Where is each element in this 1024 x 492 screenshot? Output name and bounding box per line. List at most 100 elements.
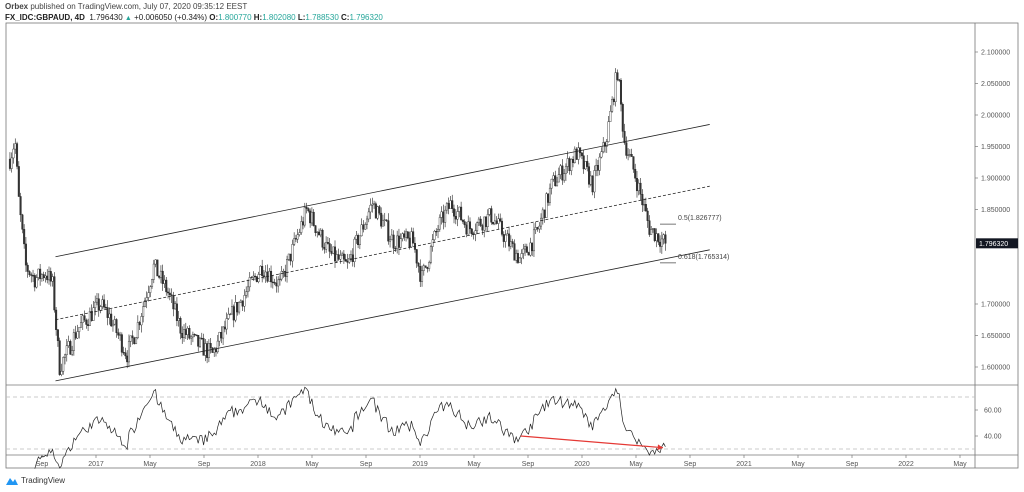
- candle-down: [644, 204, 647, 212]
- candle-down: [481, 225, 484, 231]
- candle-up: [234, 302, 237, 321]
- candle-up: [108, 313, 111, 318]
- candle-down: [165, 279, 168, 293]
- candle-down: [646, 210, 649, 221]
- candle-up: [349, 254, 352, 259]
- candle-up: [532, 229, 535, 252]
- candle-down: [289, 253, 292, 262]
- candle-up: [522, 248, 525, 254]
- candle-down: [568, 158, 571, 171]
- candle-up: [506, 233, 509, 236]
- candle-up: [113, 319, 116, 325]
- candle-up: [300, 221, 303, 233]
- candle-down: [625, 142, 628, 156]
- candle-down: [255, 276, 258, 282]
- candle-up: [296, 234, 299, 240]
- candle-up: [264, 271, 267, 278]
- fib-level-label: 0.618(1.765314): [678, 254, 729, 261]
- candle-up: [518, 257, 521, 263]
- candle-up: [62, 357, 65, 372]
- candle-up: [76, 331, 79, 339]
- candle-down: [419, 266, 422, 282]
- candle-up: [353, 238, 356, 262]
- candle-down: [195, 334, 198, 336]
- candle-down: [131, 335, 134, 339]
- candle-down: [415, 249, 418, 264]
- time-tick-label: May: [305, 461, 319, 468]
- candle-up: [151, 279, 154, 287]
- candle-up: [433, 231, 436, 240]
- price-axis[interactable]: 2.100000 2.050000 2.000000 1.950000 1.900000…: [975, 50, 1018, 441]
- candle-down: [326, 242, 329, 244]
- candle-down: [168, 292, 171, 295]
- symbol-name[interactable]: FX_IDC:GBPAUD, 4D: [5, 13, 85, 22]
- candle-up: [515, 253, 518, 261]
- candle-down: [241, 300, 244, 307]
- candle-up: [607, 121, 610, 142]
- candle-down: [586, 161, 589, 167]
- candle-down: [465, 224, 468, 235]
- candle-up: [65, 345, 68, 356]
- candle-up: [422, 265, 425, 271]
- candle-up: [222, 326, 225, 339]
- publish-info: Orbex published on TradingView.com, July…: [5, 2, 247, 11]
- candle-down: [321, 229, 324, 248]
- candle-up: [239, 300, 242, 303]
- current-price-tag: [976, 238, 1018, 249]
- time-tick-label: 2021: [736, 461, 752, 468]
- candle-down: [499, 218, 502, 222]
- candle-down: [318, 231, 321, 236]
- candle-up: [44, 275, 47, 279]
- candle-down: [271, 281, 274, 283]
- candle-down: [502, 234, 505, 242]
- candle-up: [598, 156, 601, 171]
- candle-up: [440, 211, 443, 218]
- arrow-head-icon: [657, 444, 663, 451]
- candle-up: [230, 306, 233, 315]
- candle-down: [30, 274, 33, 276]
- close-label: C:: [341, 13, 350, 22]
- high-label: H:: [253, 13, 263, 22]
- candle-up: [159, 270, 162, 278]
- candle-up: [259, 265, 262, 275]
- candle-up: [383, 219, 386, 221]
- candle-up: [637, 182, 640, 192]
- candle-up: [627, 154, 630, 156]
- candle-up: [545, 193, 548, 218]
- candle-up: [524, 246, 527, 250]
- candle-down: [451, 200, 454, 209]
- candle-down: [403, 233, 406, 238]
- candle-up: [600, 151, 603, 158]
- candle-up: [316, 231, 319, 233]
- candle-down: [294, 238, 297, 240]
- candle-down: [435, 231, 438, 233]
- candle-down: [188, 328, 191, 339]
- candle-up: [488, 208, 491, 215]
- candle-down: [309, 210, 312, 224]
- candle-up: [444, 209, 447, 223]
- candle-down: [596, 164, 599, 171]
- candle-down: [284, 270, 287, 277]
- candle-up: [650, 229, 653, 235]
- candle-down: [612, 99, 615, 102]
- up-triangle-icon: ▲: [124, 15, 132, 22]
- candle-up: [277, 279, 280, 287]
- candle-down: [618, 79, 621, 81]
- candle-down: [17, 166, 20, 197]
- candle-down: [122, 352, 125, 354]
- candle-up: [360, 224, 363, 237]
- candle-up: [293, 238, 296, 245]
- candle-up: [245, 291, 248, 296]
- candle-down: [554, 175, 557, 187]
- candle-up: [252, 275, 255, 278]
- candle-up: [335, 254, 338, 262]
- candle-down: [250, 277, 253, 279]
- candle-down: [632, 156, 635, 170]
- candle-up: [399, 238, 402, 248]
- candle-up: [282, 270, 285, 273]
- candle-up: [325, 242, 328, 250]
- candle-down: [392, 234, 395, 249]
- candle-up: [445, 203, 448, 211]
- time-axis[interactable]: Sep 2017 May Sep 2018 May Sep 2019 May Sep 2020 May…: [36, 455, 967, 468]
